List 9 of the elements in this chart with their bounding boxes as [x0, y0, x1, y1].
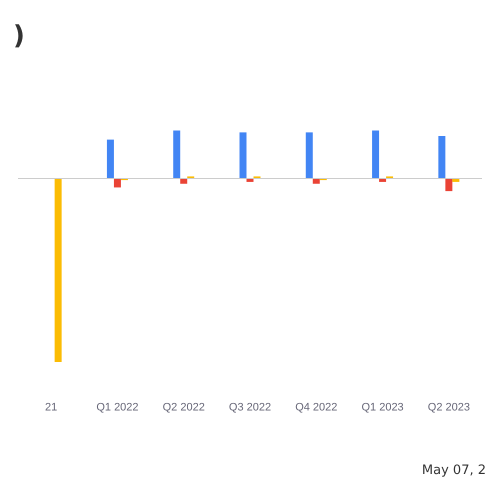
x-tick-label: Q3 2022 [228, 402, 272, 414]
x-tick-label: 21 [45, 402, 58, 414]
x-tick-label: Q1 2022 [96, 402, 139, 414]
x-tick-label: Q2 2023 [428, 402, 470, 414]
x-tick-label: Q1 2023 [361, 402, 404, 414]
x-tick-label: Q4 2022 [295, 402, 338, 414]
text: May 07, 2 [422, 463, 486, 478]
chart-title: ) [13, 21, 25, 51]
x-tick-label: Q2 2022 [162, 402, 205, 414]
